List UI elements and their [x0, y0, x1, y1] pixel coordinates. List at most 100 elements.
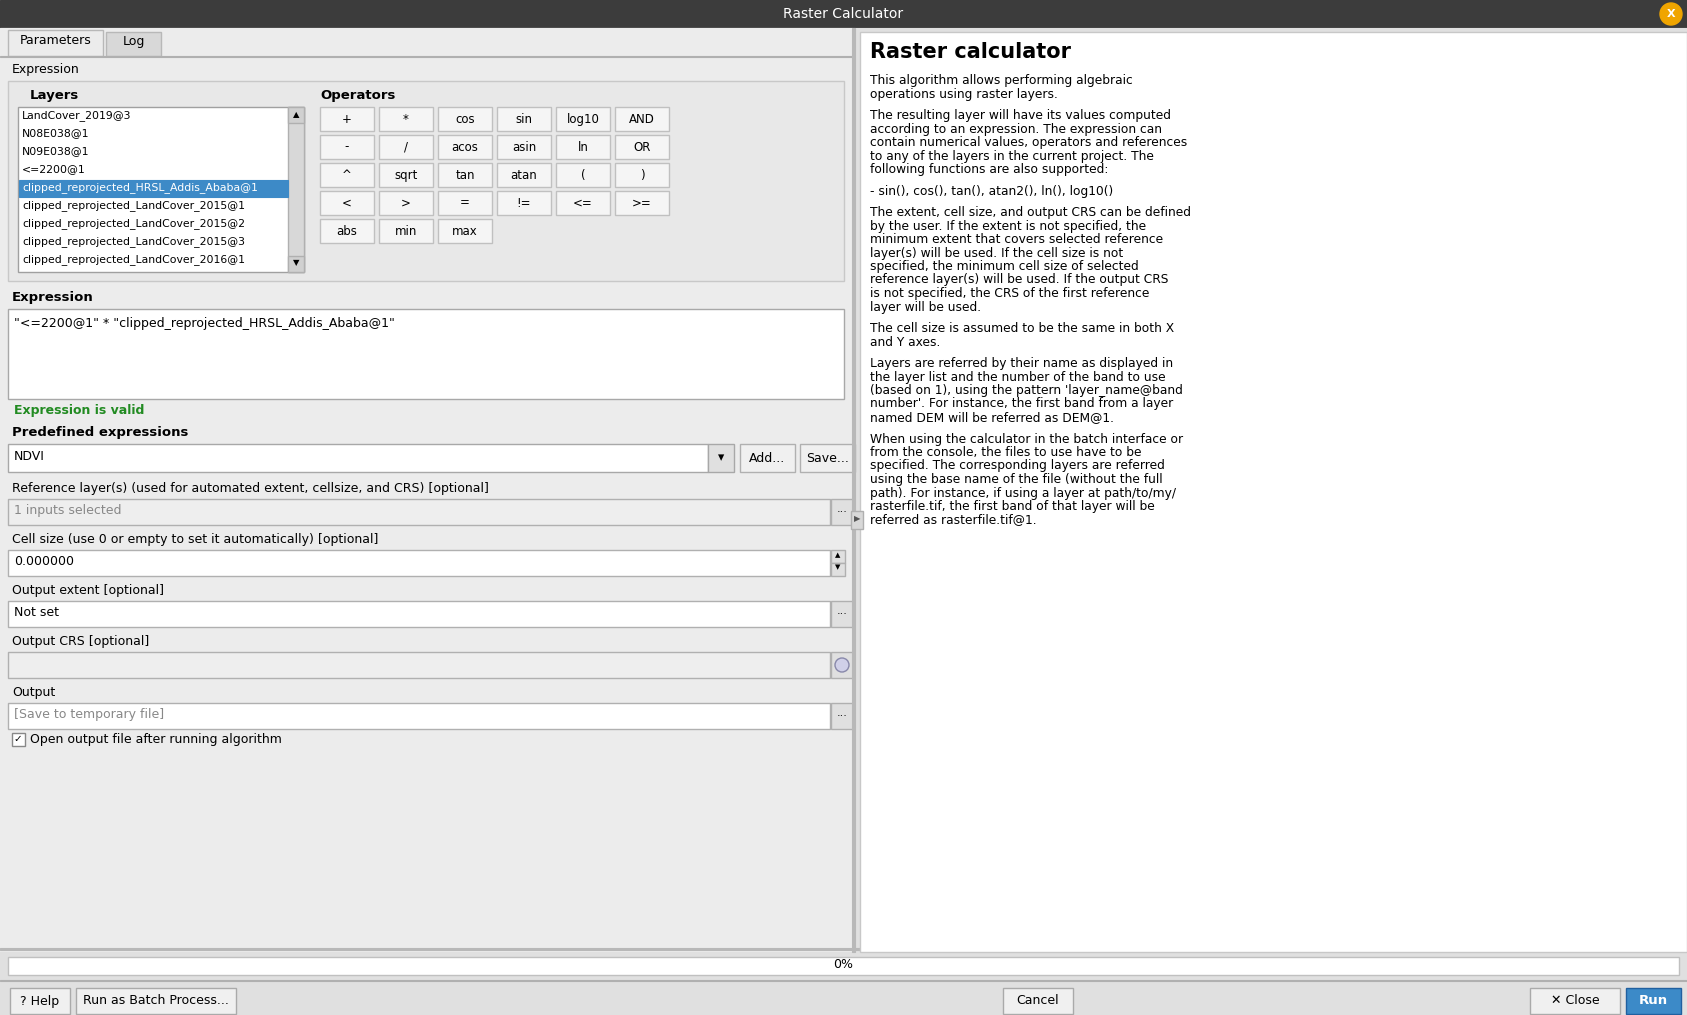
Bar [439, 219, 493, 243]
Text: clipped_reprojected_LandCover_2015@3: clipped_reprojected_LandCover_2015@3 [22, 236, 245, 247]
Text: (: ( [580, 168, 585, 182]
Bar [832, 652, 854, 678]
Bar [860, 32, 1687, 952]
Text: Expression: Expression [12, 291, 94, 304]
Text: "<=2200@1" * "clipped_reprojected_HRSL_Addis_Ababa@1": "<=2200@1" * "clipped_reprojected_HRSL_A… [13, 317, 395, 330]
Bar [8, 550, 830, 576]
Text: max: max [452, 224, 477, 238]
Bar [380, 135, 434, 159]
Bar [321, 163, 375, 187]
Bar [832, 563, 845, 576]
Text: ln: ln [577, 140, 589, 153]
Bar [0, 0, 1687, 28]
Bar [616, 107, 670, 131]
Text: ): ) [639, 168, 644, 182]
Text: referred as rasterfile.tif@1.: referred as rasterfile.tif@1. [870, 514, 1036, 527]
Text: LandCover_2019@3: LandCover_2019@3 [22, 110, 132, 121]
Bar [380, 191, 434, 215]
Text: Predefined expressions: Predefined expressions [12, 426, 189, 439]
Text: Cell size (use 0 or empty to set it automatically) [optional]: Cell size (use 0 or empty to set it auto… [12, 533, 378, 546]
Text: following functions are also supported:: following functions are also supported: [870, 163, 1108, 176]
Text: ▲: ▲ [294, 110, 299, 119]
Text: clipped_reprojected_LandCover_2015@1: clipped_reprojected_LandCover_2015@1 [22, 200, 245, 211]
Text: Cancel: Cancel [1017, 995, 1059, 1008]
Text: (based on 1), using the pattern 'layer_name@band: (based on 1), using the pattern 'layer_n… [870, 384, 1183, 397]
Bar [616, 135, 670, 159]
Text: Not set: Not set [13, 606, 59, 619]
Text: =: = [461, 197, 471, 209]
Circle shape [1660, 3, 1682, 25]
Bar [498, 163, 552, 187]
Bar [832, 703, 854, 729]
Bar [12, 733, 25, 746]
Text: to any of the layers in the current project. The: to any of the layers in the current proj… [870, 149, 1154, 162]
Bar [439, 191, 493, 215]
Text: /: / [403, 140, 408, 153]
Bar [557, 107, 611, 131]
Bar [0, 28, 852, 985]
Text: sqrt: sqrt [395, 168, 418, 182]
Text: Layers are referred by their name as displayed in: Layers are referred by their name as dis… [870, 357, 1172, 370]
Text: +: + [342, 113, 353, 126]
Bar [498, 135, 552, 159]
Bar [1004, 988, 1073, 1014]
Text: Expression: Expression [12, 63, 79, 76]
Bar [800, 444, 855, 472]
Text: This algorithm allows performing algebraic: This algorithm allows performing algebra… [870, 74, 1132, 87]
Bar [709, 444, 734, 472]
Bar [8, 601, 830, 627]
Bar [557, 135, 611, 159]
Bar [106, 32, 160, 56]
Text: path). For instance, if using a layer at path/to/my/: path). For instance, if using a layer at… [870, 486, 1176, 499]
Text: specified, the minimum cell size of selected: specified, the minimum cell size of sele… [870, 260, 1139, 273]
Text: log10: log10 [567, 113, 599, 126]
Text: ▾: ▾ [719, 451, 724, 464]
Text: is not specified, the CRS of the first reference: is not specified, the CRS of the first r… [870, 287, 1149, 300]
Bar [380, 219, 434, 243]
Text: -: - [344, 140, 349, 153]
Text: clipped_reprojected_HRSL_Addis_Ababa@1: clipped_reprojected_HRSL_Addis_Ababa@1 [22, 182, 258, 193]
Text: min: min [395, 224, 417, 238]
Bar [380, 107, 434, 131]
Bar [832, 601, 854, 627]
Text: - sin(), cos(), tan(), atan2(), ln(), log10(): - sin(), cos(), tan(), atan2(), ln(), lo… [870, 185, 1113, 198]
Bar [557, 191, 611, 215]
Text: layer(s) will be used. If the cell size is not: layer(s) will be used. If the cell size … [870, 247, 1124, 260]
Bar [8, 703, 830, 729]
Text: 0.000000: 0.000000 [13, 555, 74, 568]
Text: Open output file after running algorithm: Open output file after running algorithm [30, 733, 282, 746]
Text: AND: AND [629, 113, 655, 126]
Bar [498, 191, 552, 215]
Text: named DEM will be referred as DEM@1.: named DEM will be referred as DEM@1. [870, 411, 1113, 424]
Bar [8, 499, 830, 525]
Text: [Save to temporary file]: [Save to temporary file] [13, 708, 164, 721]
Text: clipped_reprojected_LandCover_2015@2: clipped_reprojected_LandCover_2015@2 [22, 218, 245, 229]
Bar [0, 57, 852, 985]
Bar [8, 652, 830, 678]
Bar [0, 980, 1687, 1015]
Text: 0%: 0% [833, 958, 854, 971]
Text: operations using raster layers.: operations using raster layers. [870, 87, 1058, 100]
Text: clipped_reprojected_LandCover_2016@1: clipped_reprojected_LandCover_2016@1 [22, 254, 245, 265]
Text: *: * [403, 113, 408, 126]
Text: sin: sin [516, 113, 533, 126]
Text: The extent, cell size, and output CRS can be defined: The extent, cell size, and output CRS ca… [870, 206, 1191, 219]
Text: ▼: ▼ [294, 258, 299, 267]
Text: NDVI: NDVI [13, 450, 46, 463]
Text: ✓: ✓ [13, 734, 22, 744]
Text: <: < [342, 197, 353, 209]
Bar [616, 163, 670, 187]
Bar [321, 107, 375, 131]
Bar [288, 107, 304, 123]
Text: Run: Run [1640, 995, 1668, 1008]
Text: Parameters: Parameters [20, 33, 91, 47]
Text: ? Help: ? Help [20, 995, 59, 1008]
Text: Run as Batch Process...: Run as Batch Process... [83, 995, 229, 1008]
Text: The resulting layer will have its values computed: The resulting layer will have its values… [870, 109, 1171, 122]
Text: asin: asin [511, 140, 536, 153]
Text: minimum extent that covers selected reference: minimum extent that covers selected refe… [870, 233, 1162, 246]
Text: >: > [402, 197, 412, 209]
Text: 1 inputs selected: 1 inputs selected [13, 504, 121, 517]
Text: Raster Calculator: Raster Calculator [783, 7, 904, 21]
Bar [288, 107, 304, 272]
